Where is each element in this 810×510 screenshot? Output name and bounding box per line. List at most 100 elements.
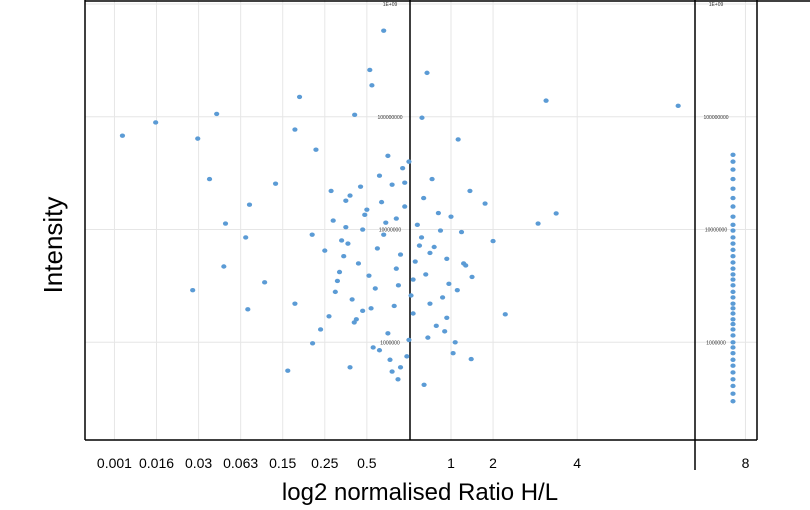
data-point xyxy=(206,176,213,182)
data-point xyxy=(730,357,736,362)
data-point xyxy=(406,159,412,164)
data-point xyxy=(389,182,395,187)
data-point xyxy=(444,256,450,262)
data-point xyxy=(397,252,404,257)
y-tick-label: 10000000 xyxy=(379,228,401,234)
data-point xyxy=(730,176,736,182)
data-point xyxy=(425,335,431,340)
data-point xyxy=(730,311,736,316)
x-tick-label: 0.03 xyxy=(185,455,212,471)
data-point xyxy=(490,238,496,244)
x-tick-label: 8 xyxy=(742,455,750,471)
data-point xyxy=(272,181,279,186)
data-point xyxy=(730,152,736,157)
x-tick-label: 2 xyxy=(489,455,497,471)
data-point xyxy=(730,383,736,389)
y-tick-label: 1000000 xyxy=(380,340,400,346)
x-tick-label: 1 xyxy=(447,455,455,471)
data-point xyxy=(461,261,467,266)
data-point xyxy=(730,167,736,172)
data-point xyxy=(730,301,736,306)
x-tick-label: 0.001 xyxy=(97,455,132,471)
data-point xyxy=(730,340,736,345)
data-point xyxy=(421,195,427,201)
data-point xyxy=(360,308,366,314)
data-point xyxy=(296,94,303,100)
data-point xyxy=(349,297,355,302)
data-point xyxy=(391,303,397,309)
data-point xyxy=(452,340,458,345)
data-point xyxy=(730,317,736,322)
data-point xyxy=(383,220,389,225)
data-point xyxy=(535,221,541,226)
data-point xyxy=(433,323,439,329)
y-tick-label: 1000000 xyxy=(706,340,726,346)
data-point xyxy=(410,311,416,316)
data-point xyxy=(322,248,328,253)
data-point xyxy=(458,229,465,235)
data-point xyxy=(366,273,372,278)
data-point xyxy=(393,216,399,221)
data-point xyxy=(730,333,736,338)
data-point xyxy=(378,199,385,205)
data-point xyxy=(376,348,383,353)
data-point xyxy=(730,214,736,219)
data-point xyxy=(730,235,736,240)
data-point xyxy=(370,345,376,350)
data-point xyxy=(730,363,736,368)
data-point xyxy=(119,133,126,138)
data-point xyxy=(423,272,429,277)
data-point xyxy=(418,235,425,240)
data-point xyxy=(730,351,736,356)
data-point xyxy=(246,202,253,207)
data-point xyxy=(406,337,412,343)
data-point xyxy=(393,266,399,271)
data-point xyxy=(419,115,425,120)
data-point xyxy=(450,351,456,356)
data-point xyxy=(730,222,736,228)
data-point xyxy=(153,120,159,125)
data-point xyxy=(730,228,736,233)
data-point xyxy=(730,186,736,191)
data-point xyxy=(730,391,736,396)
data-point xyxy=(395,283,402,288)
data-point xyxy=(730,204,736,209)
data-point xyxy=(381,28,387,33)
data-point xyxy=(444,315,450,320)
data-point xyxy=(326,314,332,319)
y-tick-label: 1E+09 xyxy=(383,2,398,8)
x-tick-label: 4 xyxy=(573,455,581,471)
data-point xyxy=(395,377,401,382)
data-point xyxy=(416,243,423,248)
data-point xyxy=(455,137,461,142)
data-point xyxy=(328,188,334,194)
data-point xyxy=(421,382,427,387)
data-point xyxy=(352,112,358,118)
data-point xyxy=(368,306,374,311)
data-point xyxy=(730,289,736,295)
data-point xyxy=(317,327,324,332)
data-point xyxy=(730,321,736,327)
data-point xyxy=(334,278,341,284)
data-point xyxy=(355,261,362,266)
data-point xyxy=(439,295,446,300)
data-point xyxy=(402,180,408,185)
data-point xyxy=(330,218,336,223)
data-point xyxy=(376,173,383,178)
data-point xyxy=(336,269,343,275)
x-tick-label: 0.15 xyxy=(269,455,296,471)
data-point xyxy=(730,241,736,246)
data-point xyxy=(469,274,475,280)
data-point xyxy=(360,227,366,232)
data-point xyxy=(730,254,736,259)
data-point xyxy=(400,165,406,171)
data-point xyxy=(448,214,454,219)
y-tick-label: 10000000 xyxy=(705,228,727,234)
data-point xyxy=(730,377,736,382)
data-point xyxy=(353,317,359,322)
data-point xyxy=(730,370,736,375)
data-point xyxy=(221,264,227,269)
data-point xyxy=(446,281,452,287)
x-axis-label: log2 normalised Ratio H/L xyxy=(282,479,558,506)
